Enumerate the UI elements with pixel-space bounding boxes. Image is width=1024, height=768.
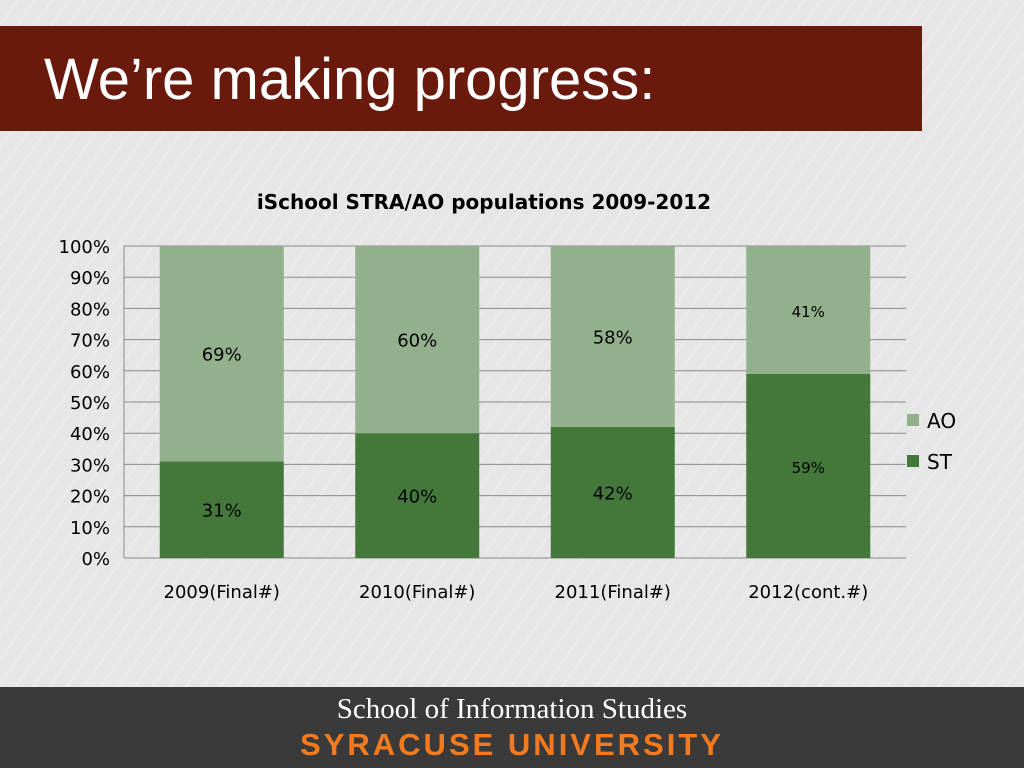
slide-title: We’re making progress: — [44, 47, 656, 112]
data-label-ao: 41% — [792, 303, 825, 321]
school-name: School of Information Studies — [336, 693, 688, 725]
y-tick-label: 50% — [70, 393, 110, 414]
title-bar: We’re making progress: — [0, 26, 922, 131]
x-tick-label: 2011(Final#) — [555, 582, 671, 603]
data-label-st: 40% — [397, 487, 437, 508]
legend-label-st: ST — [927, 450, 953, 474]
x-tick-label: 2009(Final#) — [164, 582, 280, 603]
bar-ao — [159, 246, 284, 462]
y-tick-label: 80% — [70, 299, 110, 320]
data-label-st: 42% — [593, 483, 633, 504]
x-tick-label: 2010(Final#) — [359, 582, 475, 603]
x-tick-label: 2012(cont.#) — [748, 582, 868, 603]
bar-st — [746, 373, 871, 558]
y-tick-label: 70% — [70, 331, 110, 352]
legend-swatch-st — [907, 455, 919, 467]
data-label-ao: 69% — [202, 345, 242, 366]
university-name: SYRACUSE UNIVERSITY — [300, 727, 724, 762]
y-tick-label: 90% — [70, 268, 110, 289]
bar-ao — [550, 246, 675, 427]
data-label-ao: 58% — [593, 327, 633, 348]
bar-st — [159, 461, 284, 558]
y-tick-label: 100% — [59, 237, 110, 258]
bar-st — [550, 426, 675, 558]
y-tick-label: 10% — [70, 518, 110, 539]
legend-swatch-ao — [907, 414, 919, 426]
y-tick-label: 40% — [70, 424, 110, 445]
y-tick-label: 20% — [70, 487, 110, 508]
bar-ao — [746, 246, 871, 374]
y-tick-label: 30% — [70, 455, 110, 476]
legend-label-ao: AO — [927, 409, 956, 433]
data-label-ao: 60% — [397, 331, 437, 352]
chart-title: iSchool STRA/AO populations 2009-2012 — [257, 190, 711, 214]
footer: School of Information Studies SYRACUSE U… — [0, 687, 1024, 768]
data-label-st: 59% — [792, 459, 825, 477]
bar-ao — [355, 246, 480, 434]
stacked-bar-chart: iSchool STRA/AO populations 2009-2012 0% 1… — [59, 190, 957, 603]
bar-st — [355, 433, 480, 558]
y-tick-label: 0% — [81, 549, 110, 570]
y-tick-label: 60% — [70, 362, 110, 383]
data-label-st: 31% — [202, 501, 242, 522]
